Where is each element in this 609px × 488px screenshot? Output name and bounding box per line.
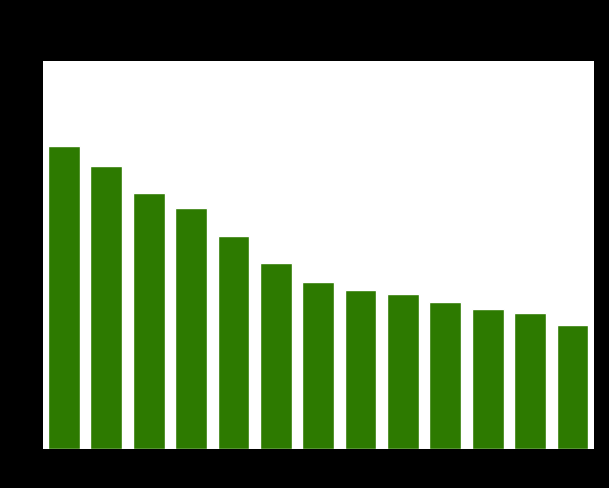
Bar (302, 282, 334, 449)
Bar (175, 208, 207, 449)
Bar (514, 313, 546, 449)
Bar (90, 166, 122, 449)
Bar (217, 236, 249, 449)
Bar (260, 263, 292, 449)
Bar (429, 302, 461, 449)
Bar (557, 325, 588, 449)
Bar (133, 193, 164, 449)
Bar (387, 294, 419, 449)
Bar (345, 290, 376, 449)
Bar (48, 146, 80, 449)
Bar (472, 309, 504, 449)
